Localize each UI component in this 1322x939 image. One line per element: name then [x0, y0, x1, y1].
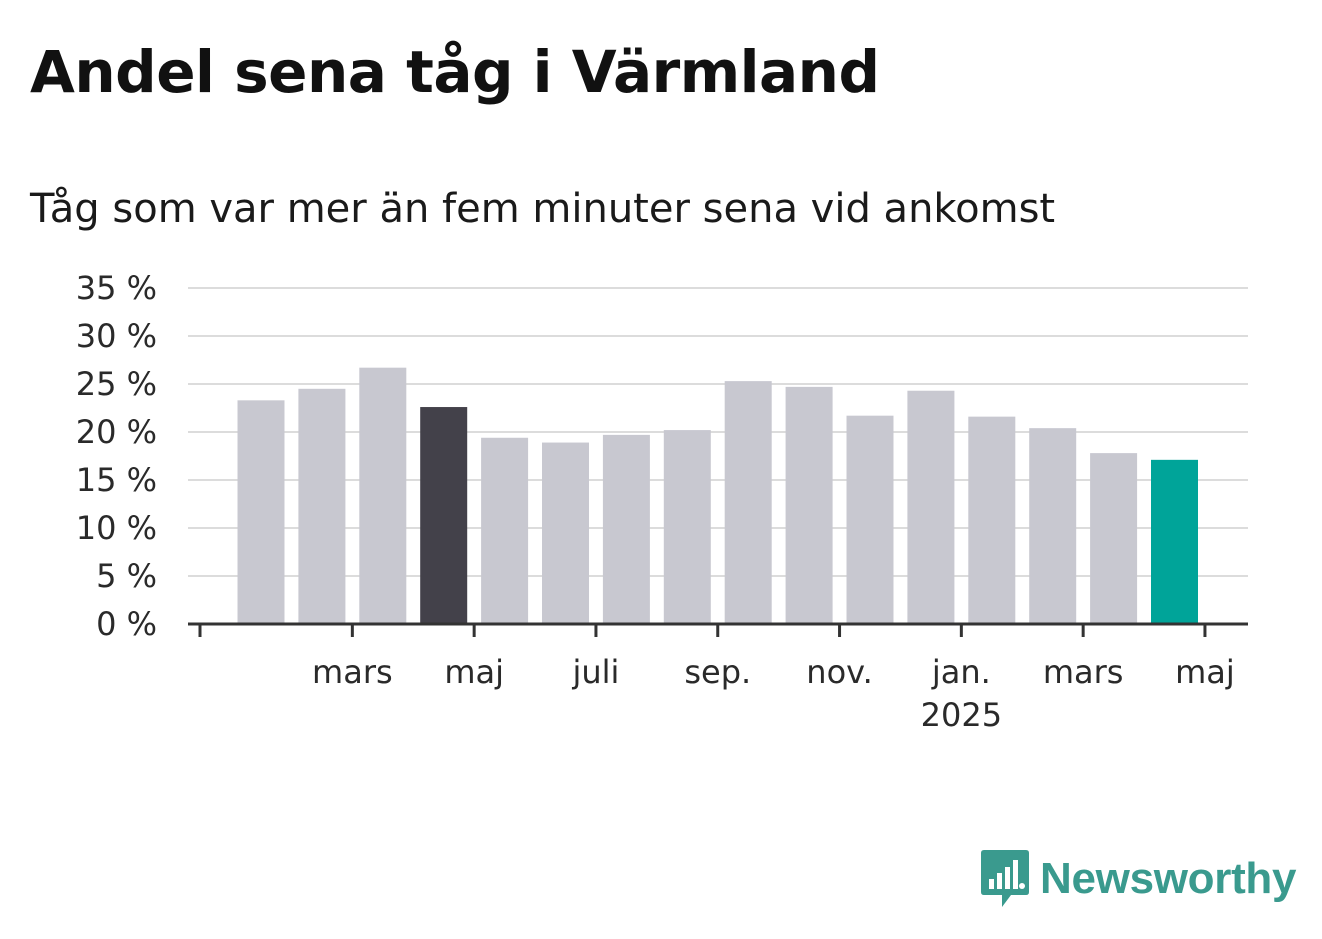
newsworthy-logo-icon: [981, 850, 1029, 907]
bar: [785, 386, 833, 624]
bar: [542, 442, 589, 624]
x-tick-label: mars: [1043, 653, 1124, 691]
grid-lines: [188, 287, 1248, 577]
bar: [481, 437, 529, 624]
chart-subtitle: Tåg som var mer än fem minuter sena vid …: [30, 186, 1056, 232]
bar: [663, 430, 711, 624]
y-tick-label: 5 %: [96, 557, 157, 595]
y-tick-label: 35 %: [76, 269, 157, 307]
bar: [298, 388, 346, 624]
y-axis-ticks: 0 % 5 % 10 % 15 % 20 % 25 % 30 % 35 %: [76, 269, 157, 643]
bar-chart: 0 % 5 % 10 % 15 % 20 % 25 % 30 % 35 % mars maj ju…: [76, 269, 1248, 734]
bar: [907, 390, 955, 624]
bar: [237, 400, 285, 624]
bar: [1029, 428, 1077, 624]
y-tick-label: 25 %: [76, 365, 157, 403]
x-tick-label: nov.: [806, 653, 872, 691]
bar: [724, 381, 772, 624]
bar: [359, 367, 407, 624]
brand-logo: Newsworthy: [980, 848, 1296, 910]
x-tick-sublabel: 2025: [921, 696, 1002, 734]
x-tick-label: maj: [1175, 653, 1235, 691]
x-axis-ticks: mars maj juli sep. nov. jan. 2025 mars maj: [312, 624, 1235, 734]
bar: [602, 434, 650, 624]
x-tick-label: jan.: [931, 653, 991, 691]
x-tick-label: juli: [571, 653, 619, 691]
bar: [420, 407, 468, 624]
y-tick-label: 30 %: [76, 317, 157, 355]
bar: [846, 415, 894, 624]
bar: [1090, 453, 1138, 624]
bar: [1151, 459, 1198, 624]
x-tick-label: sep.: [684, 653, 751, 691]
x-tick-label: mars: [312, 653, 393, 691]
brand-name: Newsworthy: [1040, 854, 1297, 903]
bar: [968, 416, 1016, 624]
y-tick-label: 0 %: [96, 605, 157, 643]
x-tick-label: maj: [444, 653, 504, 691]
chart-title: Andel sena tåg i Värmland: [30, 38, 880, 106]
y-tick-label: 15 %: [76, 461, 157, 499]
y-tick-label: 10 %: [76, 509, 157, 547]
y-tick-label: 20 %: [76, 413, 157, 451]
bars: [237, 367, 1198, 624]
